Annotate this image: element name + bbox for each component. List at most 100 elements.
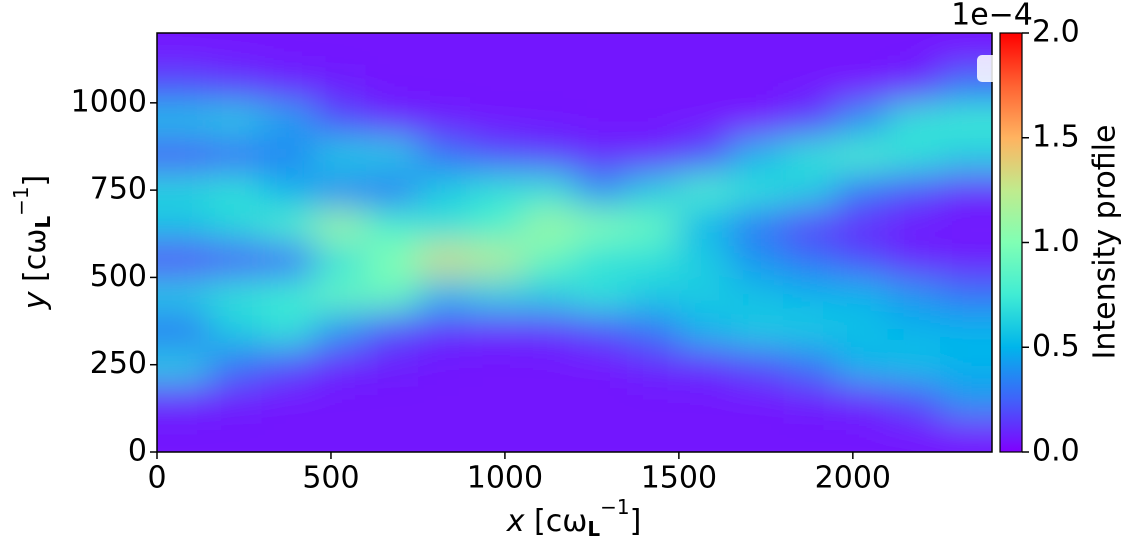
heatmap-cell	[470, 172, 523, 209]
heatmap-cell	[731, 207, 784, 243]
heatmap-cell	[574, 102, 628, 139]
heatmap-cell	[626, 67, 680, 104]
y-axis-label: y [cωL−1]	[9, 175, 55, 311]
heatmap-cell	[261, 207, 315, 243]
heatmap-cell	[522, 347, 575, 383]
heatmap-cell	[731, 382, 784, 418]
heatmap-cell	[678, 312, 732, 348]
heatmap-cell	[365, 102, 419, 139]
heatmap-cell	[157, 347, 210, 383]
heatmap-cell	[313, 102, 367, 139]
colorbar	[999, 32, 1023, 453]
heatmap-cell	[783, 207, 836, 243]
heatmap-cell	[470, 67, 523, 104]
heatmap-cell	[365, 207, 419, 243]
heatmap-cell	[731, 242, 784, 278]
y-tick-label: 250	[90, 346, 147, 381]
heatmap-cell	[574, 382, 628, 418]
heatmap-cell	[470, 417, 523, 452]
y-label-sup: −1	[9, 186, 33, 215]
heatmap-cell	[209, 102, 262, 139]
heatmap-cell	[522, 172, 575, 209]
heatmap-cell	[678, 67, 732, 104]
x-tick-label: 1500	[641, 461, 717, 496]
heatmap-cell	[313, 242, 367, 278]
heatmap-cell	[157, 417, 210, 452]
heatmap-cell	[157, 33, 210, 69]
heatmap-cell	[417, 347, 471, 383]
heatmap-cell	[365, 312, 419, 348]
heatmap-cell	[313, 277, 367, 313]
heatmap-cell	[261, 33, 315, 69]
heatmap-cell	[261, 172, 315, 209]
heatmap-cell	[157, 382, 210, 418]
heatmap-cell	[157, 312, 210, 348]
x-tick-label: 0	[147, 461, 166, 496]
heatmap-cell	[417, 172, 471, 209]
colorbar-label: Intensity profile	[1088, 125, 1123, 360]
heatmap-cell	[939, 137, 992, 174]
heatmap-cell	[626, 417, 680, 452]
heatmap-cell	[887, 102, 941, 139]
heatmap-cell	[209, 33, 262, 69]
heatmap-cell	[522, 207, 575, 243]
heatmap-cell	[313, 347, 367, 383]
heatmap-cell	[417, 102, 471, 139]
heatmap-cell	[313, 172, 367, 209]
heatmap-cell	[417, 137, 471, 174]
heatmap-cell	[939, 207, 992, 243]
heatmap-cell	[678, 277, 732, 313]
heatmap-cell	[835, 382, 889, 418]
heatmap-cell	[835, 277, 889, 313]
heatmap-cell	[939, 172, 992, 209]
colorbar-tick-label: 1.0	[1032, 224, 1080, 259]
heatmap-cell	[261, 242, 315, 278]
heatmap-cell	[470, 102, 523, 139]
y-label-unit: [cω	[18, 229, 53, 292]
heatmap-cell	[783, 382, 836, 418]
heatmap-cell	[939, 347, 992, 383]
heatmap-cell	[835, 347, 889, 383]
heatmap-cell	[887, 137, 941, 174]
x-tick-label: 2000	[815, 461, 891, 496]
y-tick-label: 1000	[71, 84, 147, 119]
heatmap-cell	[678, 242, 732, 278]
plot-frame	[156, 32, 993, 453]
y-tick-label: 0	[128, 434, 147, 469]
colorbar-offset: 1e−4	[951, 0, 1033, 33]
heatmap-cell	[574, 417, 628, 452]
heatmap-cell	[522, 312, 575, 348]
colorbar-tick-label: 0.5	[1032, 329, 1080, 364]
heatmap-cell	[574, 137, 628, 174]
heatmap-cell	[835, 33, 889, 69]
heatmap-cell	[157, 242, 210, 278]
heatmap-cell	[365, 347, 419, 383]
colorbar-tick-label: 2.0	[1032, 15, 1080, 50]
heatmap-cell	[835, 207, 889, 243]
heatmap-cell	[731, 137, 784, 174]
heatmap-cell	[417, 312, 471, 348]
heatmap-cell	[417, 382, 471, 418]
heatmap-cell	[522, 102, 575, 139]
heatmap-cell	[522, 67, 575, 104]
heatmap-cell	[313, 417, 367, 452]
heatmap-cell	[835, 312, 889, 348]
heatmap-cell	[835, 67, 889, 104]
heatmap-cell	[887, 347, 941, 383]
heatmap-cell	[365, 382, 419, 418]
heatmap-cell	[470, 242, 523, 278]
heatmap-cell	[626, 277, 680, 313]
heatmap-cell	[678, 207, 732, 243]
heatmap-cell	[626, 207, 680, 243]
heatmap-cell	[470, 382, 523, 418]
heatmap-cell	[470, 137, 523, 174]
heatmap-cell	[313, 67, 367, 104]
heatmap-cell	[313, 33, 367, 69]
heatmap-cell	[887, 172, 941, 209]
heatmap-cell	[261, 382, 315, 418]
heatmap-cell	[209, 137, 262, 174]
heatmap-cell	[626, 33, 680, 69]
heatmap-cell	[365, 172, 419, 209]
